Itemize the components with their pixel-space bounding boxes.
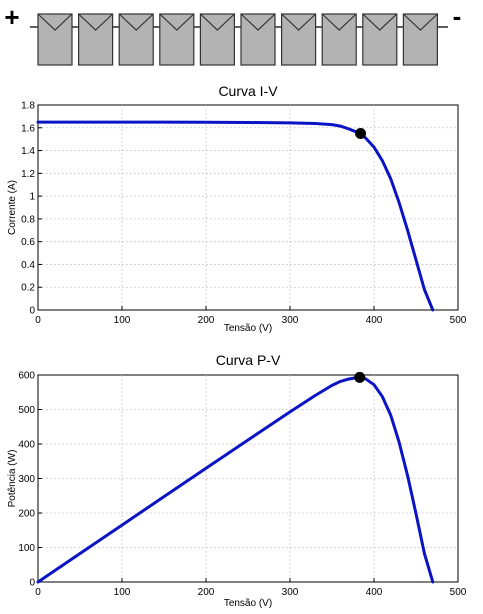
- iv-chart: Curva I-V 0 100 200 300 400 500 0 0.2 0.4 0.6 0.8 1…: [7, 83, 467, 334]
- pv-x-tick-label: 100: [114, 587, 131, 598]
- iv-series-line: [36, 120, 435, 312]
- pv-panel: [199, 13, 235, 66]
- pv-panel: [37, 13, 73, 66]
- iv-x-tick-label: 100: [114, 315, 131, 326]
- pv-y-tick-label: 600: [18, 371, 35, 382]
- pv-y-tick-label: 200: [18, 509, 35, 520]
- pv-panel: [77, 13, 114, 66]
- pv-x-tick-label: 300: [282, 587, 299, 598]
- pv-panel-body: [240, 13, 276, 66]
- pv-chart: Curva P-V 0 100 200 300 400 500 0 100 200 300 400 5…: [7, 352, 467, 609]
- pv-y-tick-label: 500: [18, 405, 35, 416]
- iv-x-axis-label: Tensão (V): [224, 323, 272, 334]
- pv-panel-body: [77, 13, 114, 66]
- pv-panel-bypass-mark: [402, 13, 438, 31]
- pv-grid: [38, 375, 458, 582]
- pv-panel-bypass-mark: [159, 13, 195, 31]
- pv-chart-title: Curva P-V: [216, 352, 281, 368]
- pv-panel-body: [321, 13, 357, 66]
- iv-plot-area: [37, 104, 459, 311]
- pv-panel-bypass-mark: [321, 13, 357, 31]
- iv-y-tick-label: 0.4: [21, 260, 35, 271]
- pv-y-tick-label: 0: [29, 578, 35, 589]
- pv-panel-body: [362, 13, 398, 66]
- pv-y-axis-label: Potência (W): [7, 450, 18, 508]
- pv-panel: [402, 13, 438, 66]
- pv-x-axis-label: Tensão (V): [224, 598, 272, 609]
- iv-chart-title: Curva I-V: [218, 83, 278, 99]
- pv-string-diagram: + -: [4, 1, 462, 66]
- pv-panel-body: [37, 13, 73, 66]
- iv-x-tick-label: 300: [282, 315, 299, 326]
- iv-y-tick-label: 0.2: [21, 283, 35, 294]
- pv-y-tick-label: 400: [18, 440, 35, 451]
- pv-panel-bypass-mark: [240, 13, 276, 31]
- pv-ticks: 0 100 200 300 400 500 0 100 200 300 400 500 600: [18, 371, 466, 599]
- pv-mpp-marker: [354, 371, 366, 383]
- iv-ticks: 0 100 200 300 400 500 0 0.2 0.4 0.6 0.8 1 1.2 1.4 1.6 1…: [21, 101, 467, 327]
- pv-panel-body: [159, 13, 195, 66]
- pv-x-tick-label: 500: [450, 587, 467, 598]
- iv-y-tick-label: 1.4: [21, 146, 35, 157]
- negative-terminal: -: [453, 1, 462, 31]
- pv-panel-bypass-mark: [118, 13, 154, 31]
- pv-panel-body: [281, 13, 317, 66]
- pv-y-tick-label: 300: [18, 474, 35, 485]
- pv-panel-bypass-mark: [362, 13, 398, 31]
- pv-x-tick-label: 200: [198, 587, 215, 598]
- positive-terminal: +: [4, 2, 19, 32]
- pv-panel-bypass-mark: [281, 13, 317, 31]
- pv-series-line: [36, 375, 435, 584]
- pv-panel-bypass-mark: [37, 13, 73, 31]
- pv-panel: [321, 13, 357, 66]
- pv-panel: [118, 13, 154, 66]
- pv-panel-bypass-mark: [199, 13, 235, 31]
- pv-panel-body: [118, 13, 154, 66]
- iv-y-axis-label: Corrente (A): [7, 180, 18, 235]
- iv-x-tick-label: 200: [198, 315, 215, 326]
- pv-panel-row: [37, 13, 438, 66]
- iv-mpp-marker: [355, 127, 367, 139]
- iv-x-tick-label: 500: [450, 315, 467, 326]
- pv-panel-bypass-mark: [78, 13, 114, 31]
- iv-y-tick-label: 0.8: [21, 214, 35, 225]
- iv-x-tick-label: 0: [35, 315, 41, 326]
- iv-y-tick-label: 1.8: [21, 101, 35, 112]
- pv-panel-body: [199, 13, 235, 66]
- pv-panel: [362, 13, 398, 66]
- iv-y-tick-label: 1.6: [21, 123, 35, 134]
- pv-panel: [159, 13, 195, 66]
- iv-x-tick-label: 400: [366, 315, 383, 326]
- iv-y-tick-label: 0.6: [21, 237, 35, 248]
- pv-x-tick-label: 400: [366, 587, 383, 598]
- pv-panel-body: [402, 13, 438, 66]
- pv-panel: [281, 13, 317, 66]
- iv-y-tick-label: 0: [29, 306, 35, 317]
- pv-y-tick-label: 100: [18, 543, 35, 554]
- iv-y-tick-label: 1: [29, 192, 35, 203]
- pv-panel: [240, 13, 276, 66]
- pv-x-tick-label: 0: [35, 587, 41, 598]
- iv-y-tick-label: 1.2: [21, 169, 35, 180]
